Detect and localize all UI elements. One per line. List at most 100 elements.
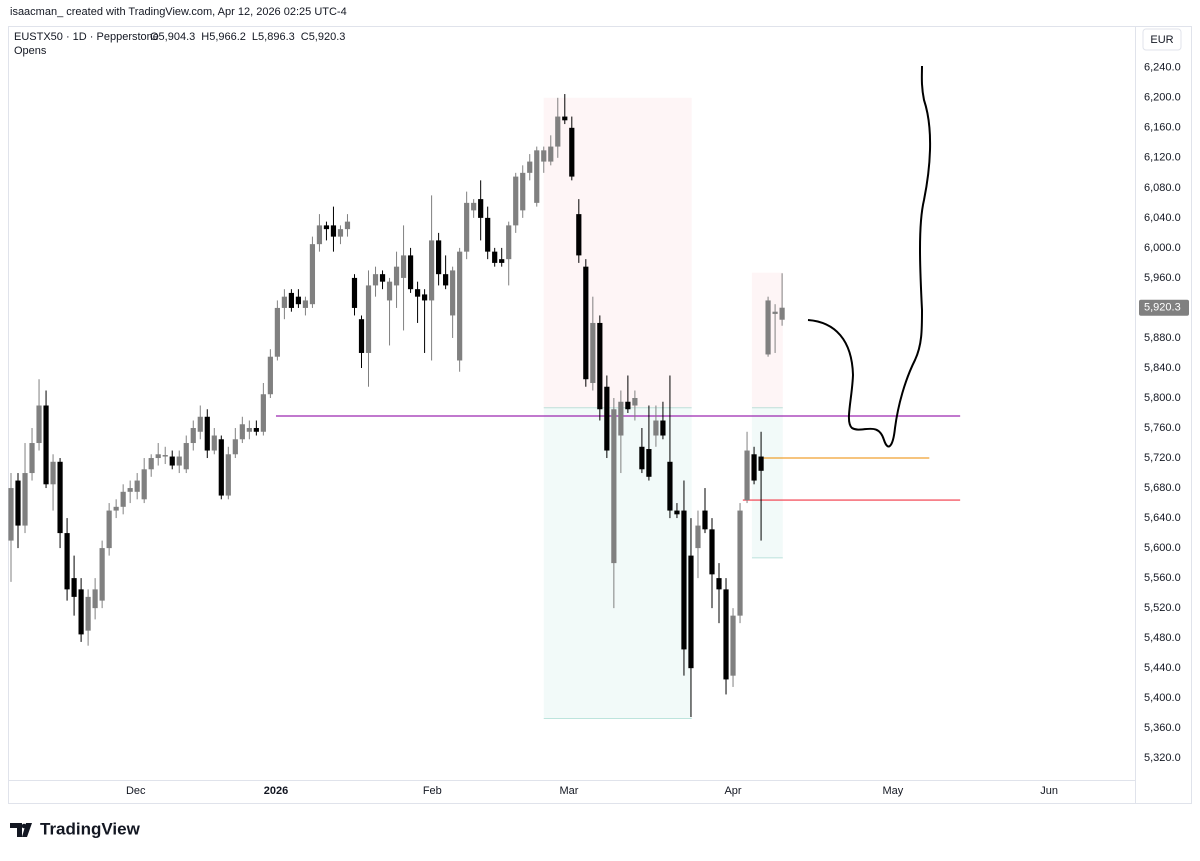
candle-body: [330, 225, 337, 237]
candle-body: [204, 416, 210, 451]
candle-body: [400, 255, 407, 278]
candle-body: [253, 428, 259, 432]
candle-body: [464, 202, 470, 252]
candle-body: [393, 266, 400, 286]
candle-body: [478, 199, 484, 218]
y-tick-label: 5,560.0: [1144, 572, 1181, 584]
ohlc-header: O5,904.3 H5,966.2 L5,896.3 C5,920.3: [150, 31, 345, 43]
candle-body: [555, 116, 561, 147]
candle-body: [8, 488, 14, 541]
candle-body: [85, 596, 91, 631]
candle-body: [569, 127, 575, 177]
candle-body: [485, 217, 491, 252]
candle-body: [155, 454, 161, 459]
candle-body: [506, 225, 512, 260]
y-tick-label: 5,800.0: [1144, 392, 1181, 404]
candle-body: [113, 506, 119, 511]
target-zone: [543, 97, 692, 408]
y-tick-label: 5,440.0: [1144, 662, 1181, 674]
candle-body: [758, 456, 764, 471]
candle-body: [674, 510, 680, 515]
candle-body: [541, 150, 547, 162]
ohlc-value: H5,966.2: [201, 31, 246, 43]
candle-body: [590, 322, 596, 383]
candle-body: [288, 292, 294, 308]
candle-body: [513, 176, 519, 226]
candle-body: [232, 439, 238, 455]
candle-body: [225, 454, 231, 496]
candle-body: [344, 221, 351, 230]
candle-body: [281, 296, 287, 308]
candle-body: [29, 443, 35, 474]
brand: TradingView: [40, 819, 141, 838]
candle-body: [99, 548, 105, 601]
candle-body: [211, 435, 217, 451]
y-tick-label: 6,080.0: [1144, 182, 1181, 194]
candle-body: [78, 589, 84, 635]
x-tick-label: Apr: [724, 785, 741, 797]
candle-body: [407, 255, 414, 290]
indicator: Opens: [14, 45, 47, 57]
candle-body: [520, 172, 526, 211]
candle-body: [50, 461, 56, 485]
candle-body: [127, 488, 133, 492]
candle-body: [527, 161, 533, 173]
candle-body: [323, 225, 330, 230]
y-tick-label: 5,480.0: [1144, 632, 1181, 644]
candle-body: [260, 394, 266, 432]
candle-body: [414, 289, 421, 297]
credit: isaacman_ created with TradingView.com, …: [10, 6, 347, 18]
candle-body: [744, 450, 750, 501]
candle-body: [583, 266, 589, 380]
y-tick-label: 5,400.0: [1144, 692, 1181, 704]
candle-body: [548, 146, 554, 162]
candle-body: [576, 214, 582, 256]
candle-body: [730, 615, 736, 676]
candle-body: [295, 296, 302, 305]
candle-body: [351, 277, 358, 308]
y-tick-label: 5,720.0: [1144, 452, 1181, 464]
candle-body: [218, 439, 224, 496]
candle-body: [141, 469, 147, 500]
candle-body: [443, 274, 449, 286]
candle-body: [534, 150, 540, 203]
plot: [8, 94, 961, 719]
candle-body: [176, 456, 182, 466]
y-tick-label: 5,360.0: [1144, 722, 1181, 734]
ohlc-value: C5,920.3: [301, 31, 346, 43]
x-tick-label: May: [882, 785, 903, 797]
candle-body: [92, 589, 98, 609]
y-tick-label: 6,040.0: [1144, 212, 1181, 224]
y-tick-label: 5,960.0: [1144, 272, 1181, 284]
candle-body: [723, 589, 729, 680]
candle-body: [737, 510, 743, 616]
candle-body: [162, 455, 168, 457]
candle-body: [457, 251, 463, 361]
candle-body: [120, 491, 126, 507]
y-tick-label: 5,840.0: [1144, 362, 1181, 374]
candle-body: [450, 270, 456, 316]
candle-body: [499, 259, 505, 263]
candle-body: [765, 300, 771, 355]
candle-body: [64, 533, 70, 590]
symbol: EUSTX50 · 1D · Pepperstone: [14, 31, 159, 43]
y-tick-label: 5,680.0: [1144, 482, 1181, 494]
candle-body: [274, 307, 280, 357]
y-tick-label: 6,000.0: [1144, 242, 1181, 254]
candle-body: [688, 555, 694, 669]
candle-body: [639, 446, 645, 470]
stop-zone: [751, 407, 783, 558]
candle-body: [751, 454, 757, 481]
candle-body: [604, 386, 610, 451]
candle-body: [372, 274, 379, 286]
candle-body: [246, 428, 252, 432]
candle-body: [316, 225, 323, 245]
currency-box[interactable]: [1142, 28, 1182, 51]
y-tick-label: 5,640.0: [1144, 512, 1181, 524]
candle-body: [709, 529, 715, 575]
candle-body: [779, 307, 785, 320]
candle-body: [653, 420, 659, 436]
candle-body: [471, 202, 477, 211]
candle-body: [429, 240, 435, 301]
